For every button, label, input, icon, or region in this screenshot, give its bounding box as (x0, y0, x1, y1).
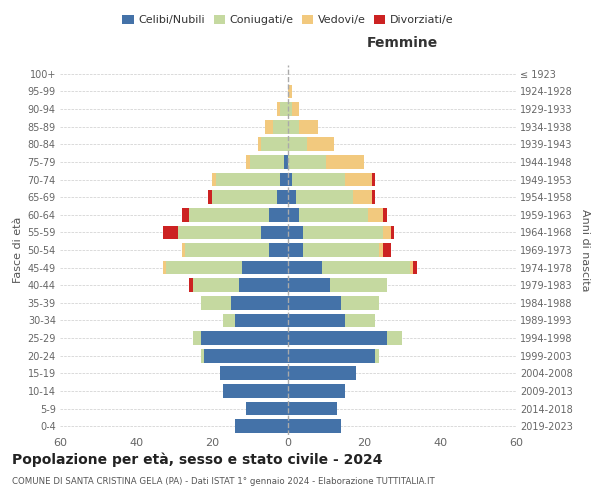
Bar (223, 314, 235, 328)
Bar (288, 384, 345, 398)
Bar (288, 84, 292, 98)
Bar (246, 155, 250, 169)
Bar (277, 102, 280, 116)
Bar (265, 120, 273, 134)
Bar (368, 208, 383, 222)
Bar (288, 226, 303, 239)
Bar (212, 190, 277, 204)
Bar (193, 278, 239, 292)
Bar (235, 314, 288, 328)
Bar (242, 260, 288, 274)
Bar (379, 243, 383, 257)
Bar (353, 190, 371, 204)
Bar (288, 366, 356, 380)
Bar (200, 296, 231, 310)
Bar (410, 260, 413, 274)
Bar (345, 314, 376, 328)
Y-axis label: Anni di nascita: Anni di nascita (580, 209, 590, 291)
Bar (220, 366, 288, 380)
Bar (288, 155, 326, 169)
Bar (288, 120, 299, 134)
Bar (288, 102, 292, 116)
Bar (231, 296, 288, 310)
Bar (288, 402, 337, 415)
Bar (284, 155, 288, 169)
Bar (288, 243, 303, 257)
Bar (303, 226, 383, 239)
Bar (330, 278, 387, 292)
Legend: Celibi/Nubili, Coniugati/e, Vedovi/e, Divorziati/e: Celibi/Nubili, Coniugati/e, Vedovi/e, Di… (118, 10, 458, 30)
Bar (288, 138, 307, 151)
Bar (200, 331, 288, 345)
Bar (216, 172, 280, 186)
Bar (288, 172, 292, 186)
Bar (239, 278, 288, 292)
Bar (280, 102, 288, 116)
Bar (193, 331, 200, 345)
Bar (235, 420, 288, 433)
Bar (288, 349, 376, 362)
Y-axis label: Fasce di età: Fasce di età (13, 217, 23, 283)
Bar (371, 172, 376, 186)
Bar (262, 226, 288, 239)
Bar (288, 208, 299, 222)
Bar (288, 278, 330, 292)
Bar (326, 155, 364, 169)
Bar (296, 190, 353, 204)
Bar (288, 296, 341, 310)
Bar (163, 260, 166, 274)
Text: Femmine: Femmine (367, 36, 437, 50)
Bar (269, 243, 288, 257)
Bar (288, 314, 345, 328)
Bar (345, 172, 371, 186)
Bar (288, 420, 341, 433)
Bar (288, 260, 322, 274)
Bar (391, 226, 394, 239)
Bar (383, 226, 391, 239)
Bar (182, 243, 185, 257)
Bar (413, 260, 417, 274)
Bar (341, 296, 379, 310)
Bar (205, 349, 288, 362)
Bar (371, 190, 376, 204)
Bar (383, 208, 387, 222)
Bar (200, 349, 205, 362)
Bar (163, 226, 178, 239)
Bar (288, 190, 296, 204)
Bar (280, 172, 288, 186)
Bar (322, 260, 410, 274)
Bar (185, 243, 269, 257)
Bar (212, 172, 216, 186)
Bar (307, 138, 334, 151)
Bar (269, 208, 288, 222)
Bar (288, 331, 387, 345)
Bar (246, 402, 288, 415)
Bar (376, 349, 379, 362)
Bar (250, 155, 284, 169)
Bar (208, 190, 212, 204)
Bar (178, 226, 262, 239)
Bar (262, 138, 288, 151)
Bar (189, 278, 193, 292)
Text: COMUNE DI SANTA CRISTINA GELA (PA) - Dati ISTAT 1° gennaio 2024 - Elaborazione T: COMUNE DI SANTA CRISTINA GELA (PA) - Dat… (12, 478, 435, 486)
Bar (257, 138, 262, 151)
Bar (273, 120, 288, 134)
Bar (277, 190, 288, 204)
Bar (166, 260, 242, 274)
Bar (292, 172, 345, 186)
Bar (292, 102, 299, 116)
Bar (387, 331, 402, 345)
Bar (299, 120, 319, 134)
Bar (189, 208, 269, 222)
Bar (383, 243, 391, 257)
Bar (299, 208, 368, 222)
Bar (303, 243, 379, 257)
Text: Popolazione per età, sesso e stato civile - 2024: Popolazione per età, sesso e stato civil… (12, 452, 383, 467)
Bar (223, 384, 288, 398)
Bar (182, 208, 189, 222)
